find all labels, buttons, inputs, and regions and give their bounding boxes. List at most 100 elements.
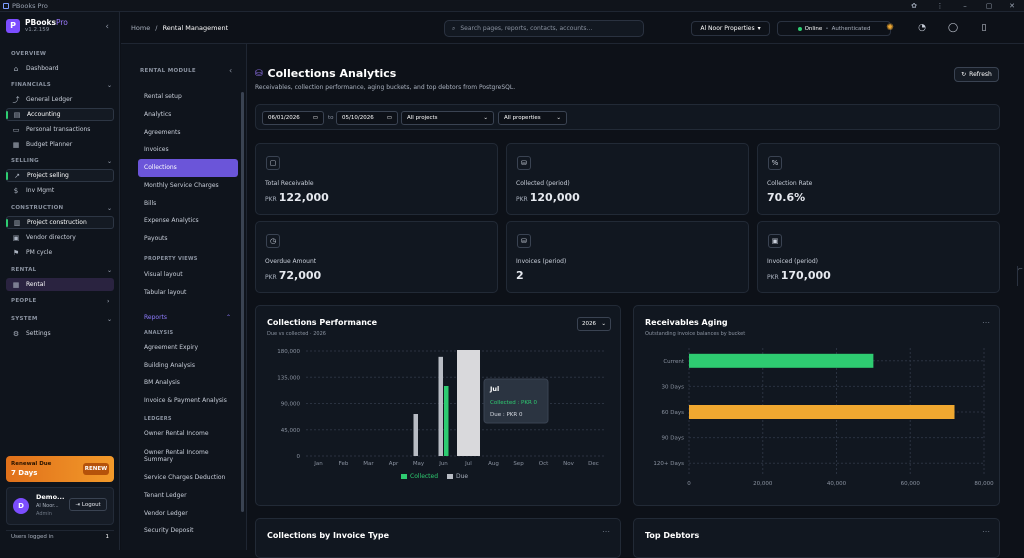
property-views-label: PROPERTY VIEWS: [144, 256, 198, 262]
submenu-payouts[interactable]: Payouts: [144, 235, 168, 243]
book-icon[interactable]: ▯: [981, 23, 987, 33]
logout-icon: ⇥: [75, 501, 80, 508]
rental-submenu: RENTAL MODULE ‹ Rental setup Analytics A…: [121, 44, 247, 550]
sidebar-item-vendor-directory[interactable]: ▣ Vendor directory: [6, 231, 114, 244]
refresh-button[interactable]: ↻ Refresh: [954, 67, 999, 82]
sidebar-item-label: Accounting: [27, 111, 61, 118]
submenu-service-charges-deduction[interactable]: Service Charges Deduction: [144, 474, 226, 482]
submenu-analytics[interactable]: Analytics: [144, 111, 172, 119]
org-selector[interactable]: Al Noor Properties ▾: [691, 21, 770, 36]
properties-value: All properties: [504, 115, 541, 121]
users-logged-in: Users logged in 1: [6, 530, 114, 543]
submenu-expense-analytics[interactable]: Expense Analytics: [144, 217, 199, 225]
date-to-input[interactable]: 05/10/2026 ▭: [336, 111, 398, 125]
card-title: Collections by Invoice Type: [267, 531, 390, 540]
sidebar-item-accounting[interactable]: ▤ Accounting: [6, 108, 114, 121]
submenu-scrollbar[interactable]: [241, 92, 244, 512]
more-icon[interactable]: ⋯: [982, 527, 990, 536]
ledger-icon: ⤴: [12, 95, 20, 104]
status-dot: [797, 26, 802, 31]
kpi-value: 70.6%: [767, 191, 805, 204]
percent-icon: %: [768, 156, 782, 170]
search-placeholder: Search pages, reports, contacts, account…: [460, 25, 593, 32]
sidebar-item-inv-mgmt[interactable]: $ Inv Mgmt: [6, 184, 114, 197]
submenu-reports[interactable]: Reports ⌃: [138, 309, 238, 327]
bell-icon[interactable]: ◔: [918, 23, 926, 33]
analysis-label: ANALYSIS: [144, 330, 174, 336]
renew-button[interactable]: RENEW: [83, 463, 109, 475]
search-input[interactable]: ⌕ Search pages, reports, contacts, accou…: [444, 20, 644, 37]
kpi-amount: 170,000: [780, 269, 831, 282]
year-select[interactable]: 2026 ⌄: [577, 317, 611, 331]
submenu-agreement-expiry[interactable]: Agreement Expiry: [144, 344, 199, 352]
kpi-label: Collection Rate: [767, 180, 813, 187]
sidebar-collapse-icon[interactable]: ‹: [105, 22, 109, 32]
submenu-owner-rental-income-summary[interactable]: Owner Rental Income Summary: [144, 448, 209, 463]
submenu-tenant-ledger[interactable]: Tenant Ledger: [144, 492, 187, 500]
more-icon[interactable]: ⋯: [602, 527, 610, 536]
projects-select[interactable]: All projects ⌄: [401, 111, 494, 125]
chevron-down-icon: ⌄: [107, 205, 113, 212]
card-subtitle: Due vs collected · 2026: [267, 331, 326, 337]
user-role: Admin: [36, 511, 52, 517]
submenu-visual-layout[interactable]: Visual layout: [144, 271, 183, 279]
chat-icon[interactable]: ◯: [947, 23, 959, 33]
submenu-invoice-payment-analysis[interactable]: Invoice & Payment Analysis: [144, 397, 227, 405]
kpi-currency: PKR: [767, 274, 779, 281]
kpi-currency: PKR: [516, 196, 528, 203]
x-tick-label: 0: [687, 481, 691, 487]
breadcrumb-home[interactable]: Home: [131, 24, 151, 32]
window-menu-icon[interactable]: ⋮: [936, 2, 944, 10]
submenu-building-analysis[interactable]: Building Analysis: [144, 362, 195, 370]
legend-label-collected: Collected: [410, 473, 438, 480]
submenu-security-deposit[interactable]: Security Deposit: [144, 527, 194, 535]
submenu-rental-setup[interactable]: Rental setup: [144, 93, 182, 101]
submenu-collapse-icon[interactable]: ‹: [229, 66, 233, 75]
more-icon[interactable]: ⋯: [982, 318, 990, 327]
sidebar-item-dashboard[interactable]: ⌂ Dashboard: [6, 62, 114, 75]
window-icon-extra[interactable]: ✿: [911, 2, 917, 10]
submenu-vendor-ledger[interactable]: Vendor Ledger: [144, 510, 188, 518]
sidebar-item-project-selling[interactable]: ↗ Project selling: [6, 169, 114, 182]
sidebar-item-rental[interactable]: ▦ Rental: [6, 278, 114, 291]
kpi-label: Collected (period): [516, 180, 570, 187]
kpi-collection-rate: % Collection Rate 70.6%: [757, 143, 1000, 215]
submenu-agreements[interactable]: Agreements: [144, 129, 181, 137]
sidebar: P PBooksPro v1.2.159 ‹ OVERVIEW ⌂ Dashboa…: [0, 12, 120, 550]
caret-down-icon: ▾: [757, 25, 761, 32]
date-from-input[interactable]: 06/01/2026 ▭: [262, 111, 324, 125]
renewal-banner: Renewal Due 7 Days RENEW: [6, 456, 114, 482]
sidebar-item-personal-transactions[interactable]: ▭ Personal transactions: [6, 123, 114, 136]
minimize-icon[interactable]: –: [963, 2, 967, 10]
close-icon[interactable]: ✕: [1009, 2, 1015, 10]
chevron-up-icon: ⌃: [225, 314, 231, 322]
submenu-tabular-layout[interactable]: Tabular layout: [144, 289, 187, 297]
status-separator: •: [825, 25, 829, 32]
sidebar-item-general-ledger[interactable]: ⤴ General Ledger: [6, 93, 114, 106]
submenu-monthly-service-charges[interactable]: Monthly Service Charges: [144, 182, 219, 190]
section-people[interactable]: PEOPLE ›: [11, 298, 110, 305]
maximize-icon[interactable]: ▢: [985, 2, 993, 10]
submenu-bm-analysis[interactable]: BM Analysis: [144, 379, 180, 387]
properties-select[interactable]: All properties ⌄: [498, 111, 567, 125]
sidebar-item-budget-planner[interactable]: ▦ Budget Planner: [6, 138, 114, 151]
submenu-invoices[interactable]: Invoices: [144, 146, 169, 154]
sidebar-item-settings[interactable]: ⚙ Settings: [6, 327, 114, 340]
kpi-invoiced-period: ▣ Invoiced (period) PKR 170,000: [757, 221, 1000, 293]
side-panel-handle[interactable]: ⌐: [1017, 266, 1024, 286]
kpi-currency: PKR: [265, 274, 277, 281]
kpi-total-receivable: ▢ Total Receivable PKR 122,000: [255, 143, 498, 215]
submenu-owner-rental-income[interactable]: Owner Rental Income: [144, 430, 209, 438]
user-name: Demo...: [36, 493, 65, 501]
theme-icon[interactable]: ✺: [886, 23, 894, 33]
sidebar-item-label: Dashboard: [26, 65, 59, 72]
logout-button[interactable]: ⇥ Logout: [69, 498, 107, 511]
sidebar-item-project-construction[interactable]: ▥ Project construction: [6, 216, 114, 229]
kpi-label: Overdue Amount: [265, 258, 317, 265]
sidebar-item-pm-cycle[interactable]: ⚑ PM cycle: [6, 246, 114, 259]
sidebar-item-label: Budget Planner: [26, 141, 73, 148]
submenu-bills[interactable]: Bills: [144, 200, 157, 208]
chevron-down-icon: ⌄: [556, 115, 561, 121]
submenu-collections[interactable]: Collections: [138, 159, 238, 177]
coins-icon: ⛁: [517, 234, 531, 248]
